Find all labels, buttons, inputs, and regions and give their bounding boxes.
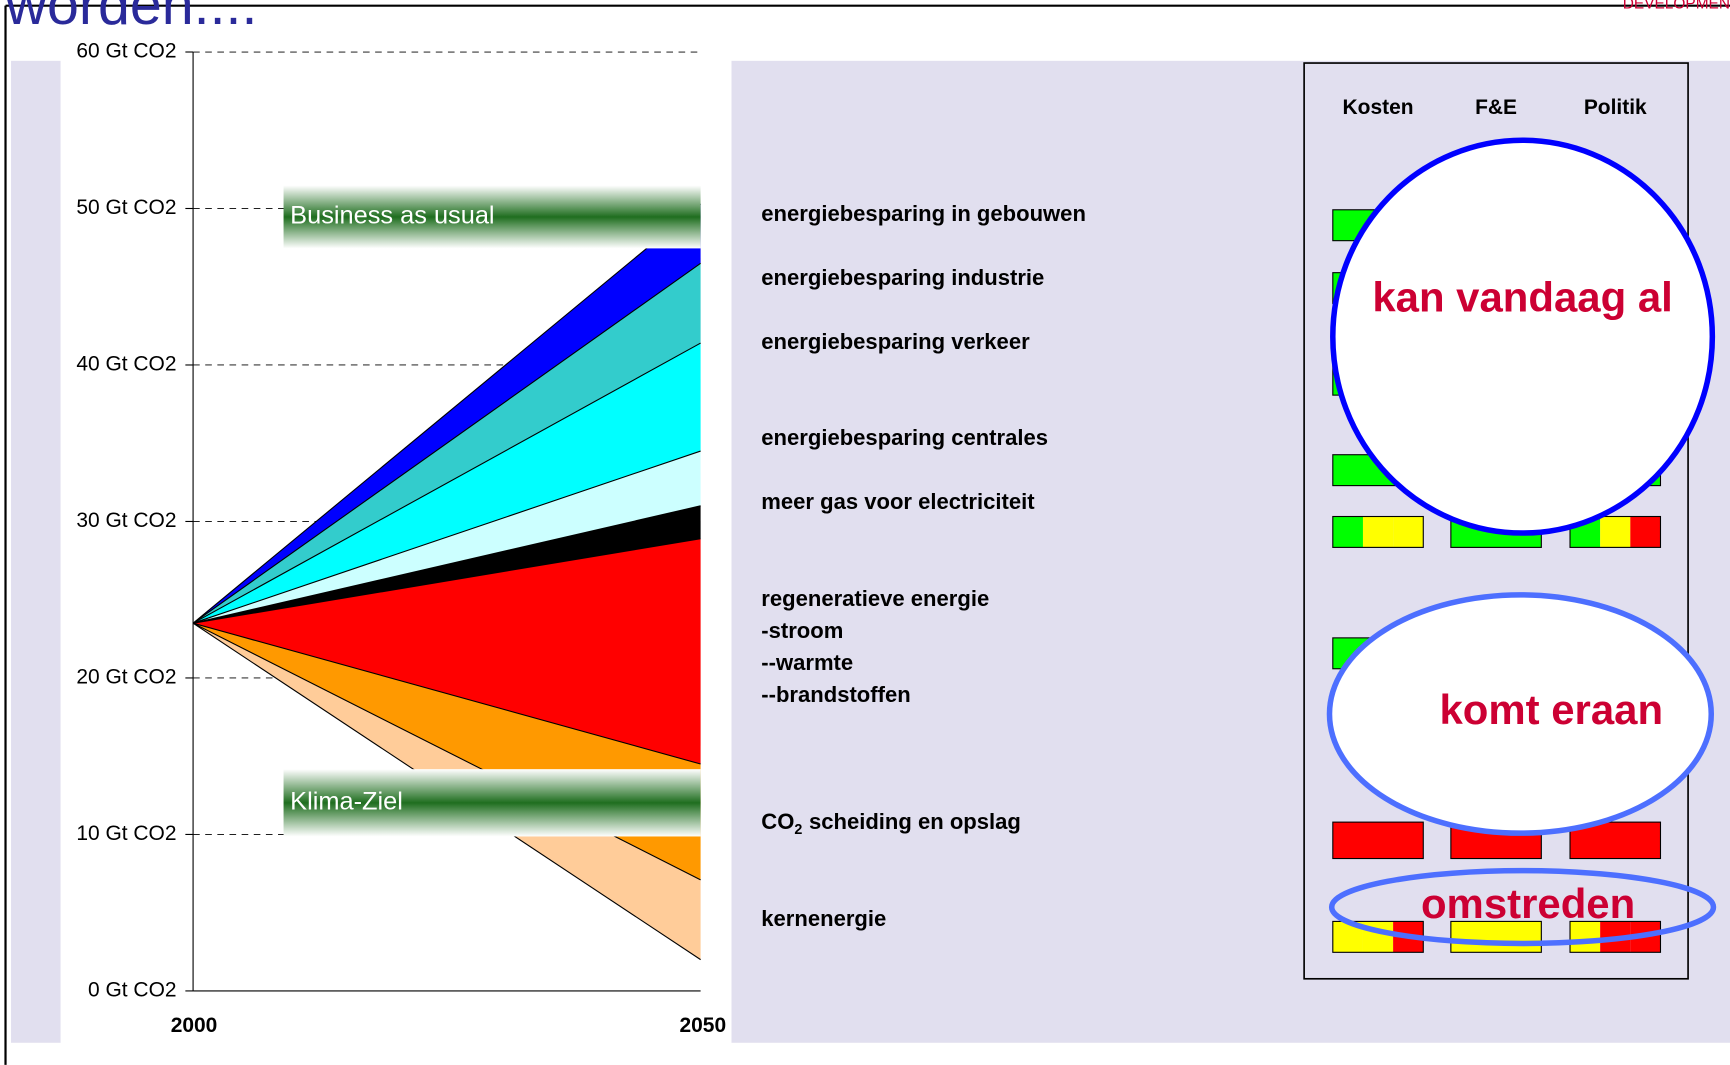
rating-cell (1569, 515, 1662, 548)
rating-segment (1630, 516, 1661, 548)
row-label-part: CO (761, 809, 794, 834)
row-label: CO2 scheiding en opslag (761, 809, 1021, 838)
row-label: --warmte (761, 650, 853, 675)
row-label: energiebesparing industrie (761, 265, 1044, 290)
boundary-line (192, 505, 701, 624)
y-tick-label: 20 Gt CO2 (76, 665, 176, 688)
callout-text: kan vandaag al (1372, 273, 1672, 320)
boundary-line (192, 203, 701, 624)
rating-cell (1332, 515, 1424, 548)
rating-segment (1393, 516, 1424, 548)
annotation: Klima-Ziel (290, 788, 403, 816)
callout-ellipse (1328, 867, 1717, 947)
callout-ellipse (1326, 592, 1715, 836)
row-label: regeneratieve energie (761, 586, 989, 611)
rating-cell (1569, 920, 1662, 953)
row-label: energiebesparing verkeer (761, 329, 1030, 354)
row-label: --brandstoffen (761, 682, 910, 707)
annotation: Business as usual (290, 202, 494, 230)
rating-segment (1332, 822, 1424, 859)
table-frame (1303, 62, 1689, 980)
brand: DEVELOPMEN (1623, 0, 1730, 13)
y-tick-label: 40 Gt CO2 (76, 353, 176, 376)
backdrop (11, 60, 61, 1043)
rating-cell (1450, 920, 1542, 953)
y-tick-label: 0 Gt CO2 (88, 978, 176, 1001)
rating-segment (1362, 516, 1394, 548)
y-tick-label: 30 Gt CO2 (76, 509, 176, 532)
callout-text: komt eraan (1439, 686, 1663, 733)
row-label: energiebesparing in gebouwen (761, 201, 1086, 226)
rating-segment (1570, 921, 1601, 953)
boundary-line (192, 342, 701, 624)
rating-segment (1600, 516, 1631, 548)
y-tick-label: 10 Gt CO2 (76, 822, 176, 845)
column-header: Politik (1584, 96, 1647, 119)
rating-cell (1332, 821, 1424, 860)
row-label: -stroom (761, 618, 843, 643)
rating-segment (1450, 921, 1542, 953)
rating-cell (1569, 821, 1662, 860)
annotation-box (283, 769, 701, 837)
y-tick-label: 50 Gt CO2 (76, 196, 176, 219)
row-label: energiebesparing centrales (761, 425, 1048, 450)
row-label-sub: 2 (794, 822, 802, 838)
callout-ellipse (1330, 137, 1716, 536)
annotation-box (283, 185, 701, 249)
callout-text: omstreden (1421, 880, 1635, 927)
wedge (193, 538, 701, 765)
x-tick-label: 2000 (171, 1014, 218, 1037)
column-header: F&E (1475, 96, 1517, 119)
row-label: kernenergie (761, 906, 886, 931)
boundary-line (192, 622, 701, 881)
y-tick-label: 60 Gt CO2 (76, 40, 176, 63)
x-tick-label: 2050 (679, 1014, 726, 1037)
title: worden.... (5, 0, 258, 37)
boundary-line (192, 622, 701, 765)
boundary-line (192, 450, 701, 624)
boundary-line (192, 538, 701, 624)
row-label: meer gas voor electriciteit (761, 489, 1035, 514)
column-header: Kosten (1343, 96, 1414, 119)
boundary-line (192, 262, 701, 624)
rating-segment (1332, 516, 1363, 548)
row-label-part: scheiding en opslag (809, 809, 1021, 834)
